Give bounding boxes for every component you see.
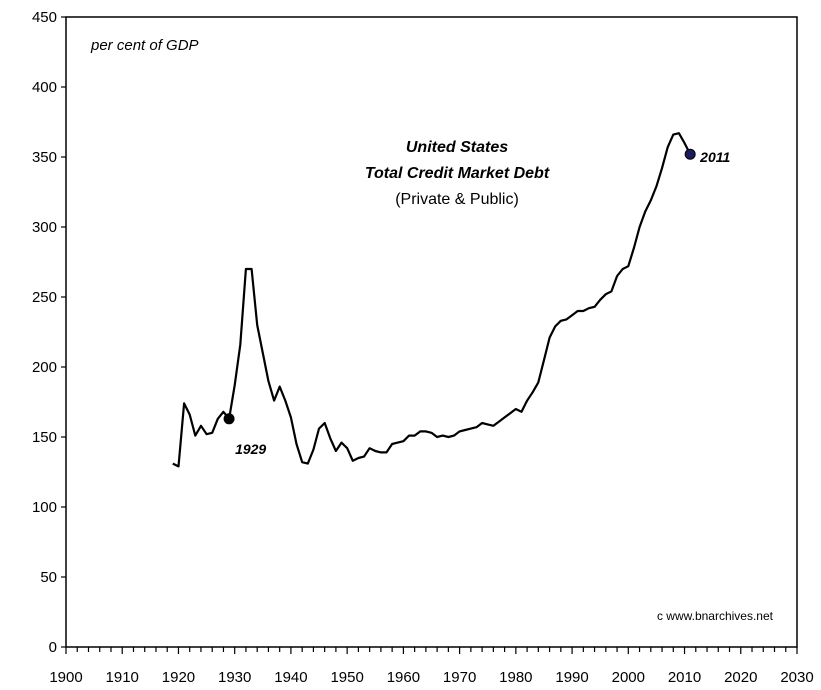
chart-title: United States (406, 139, 508, 156)
y-tick-label: 450 (32, 9, 57, 26)
x-tick-label: 1950 (330, 669, 363, 686)
y-axis-ticks: 0 50 100 150 200 250 300 350 400 450 (32, 9, 66, 656)
plot-frame (65, 16, 798, 648)
y-tick-label: 400 (32, 79, 57, 96)
chart-title-line2: Total Credit Market Debt (365, 165, 550, 182)
x-tick-label: 1940 (274, 669, 307, 686)
x-tick-label: 1920 (162, 669, 195, 686)
annotation-marker-2011 (684, 148, 696, 160)
debt-series-line (172, 132, 692, 468)
y-unit-label: per cent of GDP (90, 37, 199, 54)
chart-subtitle: (Private & Public) (395, 191, 519, 208)
y-tick-label: 350 (32, 149, 57, 166)
y-tick-label: 0 (49, 639, 57, 656)
y-tick-label: 300 (32, 219, 57, 236)
annotation-label-1929: 1929 (235, 441, 266, 457)
x-tick-label: 1930 (218, 669, 251, 686)
x-tick-label: 1980 (499, 669, 532, 686)
x-tick-label: 2010 (668, 669, 701, 686)
x-tick-label: 1990 (555, 669, 588, 686)
annotations: 1929 2011 (223, 148, 730, 457)
source-credit: c www.bnarchives.net (657, 609, 774, 623)
x-tick-label: 2020 (724, 669, 757, 686)
x-tick-label: 2030 (780, 669, 813, 686)
annotation-marker-1929 (223, 413, 235, 425)
x-tick-label: 2000 (612, 669, 645, 686)
x-tick-label: 1910 (106, 669, 139, 686)
y-tick-label: 250 (32, 289, 57, 306)
annotation-label-2011: 2011 (699, 149, 730, 165)
x-tick-label: 1960 (387, 669, 420, 686)
x-tick-label: 1970 (443, 669, 476, 686)
x-tick-label: 1900 (49, 669, 82, 686)
x-axis-ticks: 1900 1910 1920 1930 1940 1950 1960 1970 1980 1990… (49, 647, 814, 686)
y-tick-label: 200 (32, 359, 57, 376)
y-tick-label: 100 (32, 499, 57, 516)
y-tick-label: 150 (32, 429, 57, 446)
y-tick-label: 50 (40, 569, 57, 586)
